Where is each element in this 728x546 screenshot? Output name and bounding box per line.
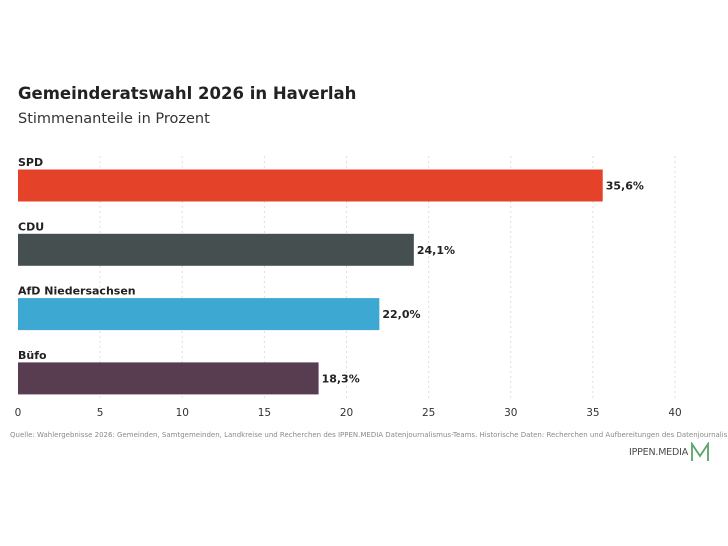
bar	[18, 298, 380, 331]
bars: SPD 35,6% CDU 24,1% AfD Niedersachsen 22,0% Bü…	[18, 156, 644, 395]
category-label: AfD Niedersachsen	[18, 285, 136, 298]
x-tick-label: 15	[258, 407, 271, 419]
chart-subtitle: Stimmenanteile in Prozent	[18, 111, 210, 127]
x-tick-label: 35	[586, 407, 599, 419]
bar	[18, 362, 319, 395]
category-label: SPD	[18, 156, 43, 169]
bar-value-label: 18,3%	[322, 372, 360, 385]
chart-title: Gemeinderatswahl 2026 in Haverlah	[18, 84, 357, 103]
bar	[18, 169, 603, 202]
x-tick-label: 25	[422, 407, 435, 419]
x-tick-label: 40	[668, 407, 681, 419]
x-tick-label: 10	[176, 407, 189, 419]
bar-value-label: 35,6%	[606, 180, 644, 193]
bar-value-label: 22,0%	[382, 308, 420, 321]
x-axis-ticks: 0 5 10 15 20 25 30 35 40	[15, 407, 682, 419]
x-tick-label: 0	[15, 407, 22, 419]
x-tick-label: 30	[504, 407, 517, 419]
bar	[18, 233, 414, 266]
x-tick-label: 5	[97, 407, 104, 419]
bar-value-label: 24,1%	[417, 244, 455, 257]
ippen-media-logo-icon	[691, 442, 709, 461]
source-note: Quelle: Wahlergebnisse 2026: Gemeinden, …	[10, 431, 728, 439]
category-label: CDU	[18, 220, 44, 233]
brand-logo: IPPEN.MEDIA	[629, 441, 709, 463]
brand-name: IPPEN.MEDIA	[629, 446, 689, 458]
category-label: Büfo	[18, 349, 47, 362]
bar-chart: SPD 35,6% CDU 24,1% AfD Niedersachsen 22,0% Bü…	[15, 156, 682, 419]
x-tick-label: 20	[340, 407, 353, 419]
